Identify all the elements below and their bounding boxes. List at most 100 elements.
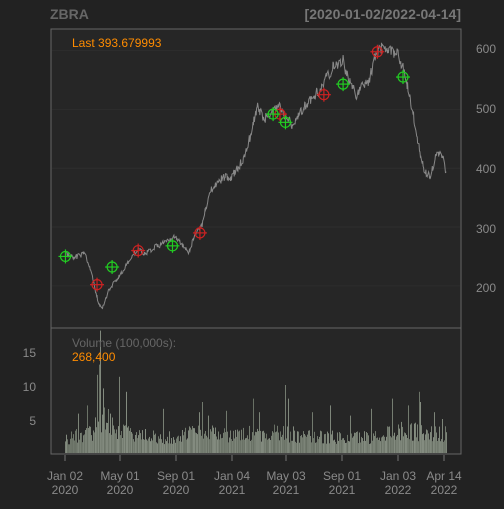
- price-grid: [52, 50, 460, 287]
- volume-bar: [429, 439, 430, 453]
- volume-bar: [430, 432, 431, 453]
- volume-bar: [389, 426, 390, 453]
- volume-bar: [445, 426, 446, 453]
- volume-bar: [222, 437, 223, 453]
- volume-bar: [273, 432, 274, 453]
- volume-bar: [235, 429, 236, 453]
- volume-title: Volume (100,000s):: [72, 336, 176, 350]
- volume-bar: [109, 433, 110, 453]
- volume-bar: [327, 431, 328, 453]
- volume-bar: [69, 444, 70, 453]
- volume-bar: [337, 432, 338, 453]
- sell-signal-marker: [316, 87, 331, 102]
- volume-bar: [419, 391, 420, 453]
- volume-bar: [350, 415, 351, 453]
- volume-bar: [118, 426, 119, 453]
- volume-bar: [98, 421, 99, 453]
- volume-bar: [83, 435, 84, 453]
- volume-bar: [112, 417, 113, 453]
- volume-bar: [317, 436, 318, 453]
- volume-bar: [264, 432, 265, 453]
- sell-signal-marker: [131, 243, 146, 258]
- price-panel: [50, 28, 462, 329]
- volume-bar: [96, 427, 97, 453]
- volume-bar: [160, 434, 161, 453]
- x-axis-ticks: [64, 455, 445, 461]
- volume-bar: [187, 438, 188, 453]
- volume-bar: [111, 434, 112, 453]
- volume-bar: [295, 441, 296, 453]
- volume-bar: [106, 422, 107, 453]
- volume-bar: [107, 423, 108, 453]
- volume-bar: [399, 428, 400, 453]
- volume-bar: [133, 439, 134, 453]
- volume-bar: [226, 410, 227, 453]
- volume-bar: [382, 436, 383, 453]
- volume-bar: [300, 436, 301, 453]
- volume-bar: [275, 432, 276, 453]
- volume-bar: [269, 438, 270, 453]
- volume-bar: [412, 440, 413, 453]
- volume-bar: [303, 431, 304, 453]
- volume-bar: [333, 440, 334, 453]
- price-tick-label: 300: [476, 222, 496, 236]
- volume-bar: [80, 433, 81, 453]
- volume-bar: [374, 435, 375, 453]
- volume-bar: [185, 427, 186, 453]
- volume-bar: [378, 439, 379, 453]
- volume-bar: [375, 431, 376, 453]
- volume-bar: [95, 417, 96, 453]
- volume-bar: [172, 443, 173, 453]
- volume-bar: [356, 432, 357, 453]
- volume-bar: [319, 436, 320, 453]
- volume-bar: [284, 439, 285, 453]
- volume-bar: [307, 434, 308, 453]
- volume-bar: [414, 423, 415, 453]
- volume-bar: [363, 441, 364, 453]
- volume-bar: [417, 424, 418, 453]
- x-tick-label: Jan 04: [214, 469, 250, 483]
- volume-bar: [241, 429, 242, 453]
- volume-bar: [212, 425, 213, 453]
- volume-bar: [188, 430, 189, 453]
- volume-bar: [121, 431, 122, 453]
- volume-bar: [142, 430, 143, 453]
- buy-signal-marker: [396, 70, 411, 85]
- volume-bar: [228, 442, 229, 453]
- volume-bar: [236, 436, 237, 453]
- volume-bar: [174, 439, 175, 453]
- volume-bars: [65, 330, 447, 453]
- volume-bar: [91, 435, 92, 453]
- volume-bar: [435, 426, 436, 453]
- volume-bar: [313, 438, 314, 453]
- volume-bar: [147, 440, 148, 453]
- volume-bar: [367, 433, 368, 453]
- volume-bar: [119, 376, 120, 453]
- volume-bar: [126, 391, 127, 453]
- volume-bar: [423, 433, 424, 453]
- volume-bar: [361, 436, 362, 453]
- volume-bar: [320, 430, 321, 453]
- x-tick-year: 2021: [219, 483, 246, 497]
- last-price-label: Last 393.679993: [72, 36, 162, 50]
- volume-bar: [280, 431, 281, 453]
- volume-bar: [223, 432, 224, 453]
- volume-bar: [296, 442, 297, 453]
- volume-value: 268,400: [72, 350, 116, 364]
- x-tick-label: Sep 01: [323, 469, 361, 483]
- volume-bar: [148, 438, 149, 453]
- volume-bar: [144, 439, 145, 453]
- volume-bar: [151, 438, 152, 453]
- volume-bar: [268, 438, 269, 453]
- volume-bar: [308, 430, 309, 453]
- volume-bar: [105, 429, 106, 453]
- x-tick-year: 2020: [52, 483, 79, 497]
- volume-bar: [153, 430, 154, 453]
- volume-bar: [216, 436, 217, 453]
- volume-bar: [99, 364, 100, 453]
- x-tick-label: Sep 01: [157, 469, 195, 483]
- volume-bar: [258, 431, 259, 453]
- price-tick-label: 200: [476, 281, 496, 295]
- volume-bar: [302, 437, 303, 453]
